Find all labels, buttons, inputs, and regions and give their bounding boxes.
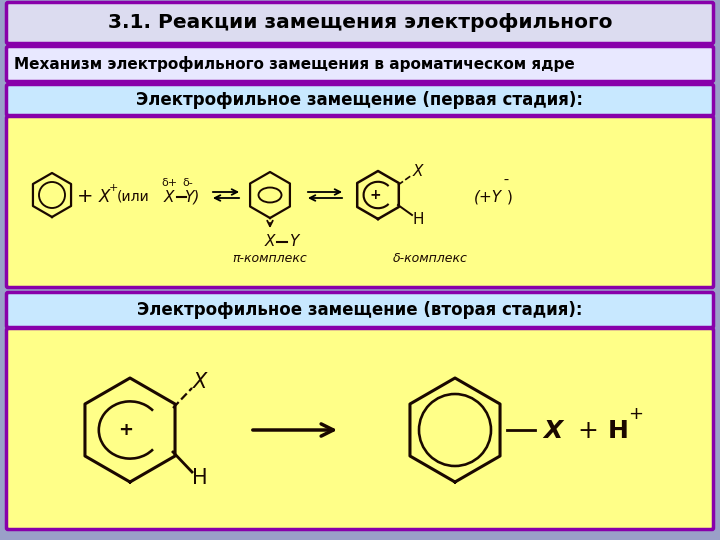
FancyBboxPatch shape — [6, 293, 714, 327]
Text: +: + — [577, 419, 598, 443]
Text: 3.1. Реакции замещения электрофильного: 3.1. Реакции замещения электрофильного — [108, 14, 612, 32]
Text: +: + — [119, 421, 133, 439]
Text: X: X — [265, 234, 275, 249]
Text: X: X — [163, 190, 174, 205]
Text: X: X — [193, 372, 207, 392]
FancyBboxPatch shape — [6, 3, 714, 44]
Text: H: H — [192, 468, 208, 488]
Text: (или: (или — [117, 190, 149, 204]
Text: Y): Y) — [184, 190, 199, 205]
Text: π-комплекс: π-комплекс — [233, 253, 307, 266]
FancyBboxPatch shape — [6, 46, 714, 82]
Text: X: X — [544, 419, 562, 443]
Text: Y: Y — [289, 234, 299, 249]
Text: δ-комплекс: δ-комплекс — [392, 253, 467, 266]
Text: +: + — [77, 187, 94, 206]
Text: X: X — [413, 164, 423, 179]
Text: +: + — [108, 183, 117, 193]
Text: H: H — [413, 212, 424, 226]
FancyBboxPatch shape — [6, 84, 714, 116]
FancyBboxPatch shape — [6, 117, 714, 287]
Text: ): ) — [507, 190, 513, 205]
Text: δ+: δ+ — [161, 178, 177, 188]
Text: Электрофильное замещение (вторая стадия):: Электрофильное замещение (вторая стадия)… — [138, 301, 582, 319]
Text: H: H — [608, 419, 629, 443]
Text: (+Y: (+Y — [474, 190, 502, 205]
Text: Механизм электрофильного замещения в ароматическом ядре: Механизм электрофильного замещения в аро… — [14, 56, 575, 72]
Text: +: + — [629, 405, 644, 423]
Text: ¯: ¯ — [503, 180, 510, 194]
Text: δ-: δ- — [183, 178, 194, 188]
Text: Электрофильное замещение (первая стадия):: Электрофильное замещение (первая стадия)… — [137, 91, 583, 109]
Text: X: X — [99, 188, 109, 206]
FancyBboxPatch shape — [6, 328, 714, 530]
Text: +: + — [369, 188, 381, 202]
